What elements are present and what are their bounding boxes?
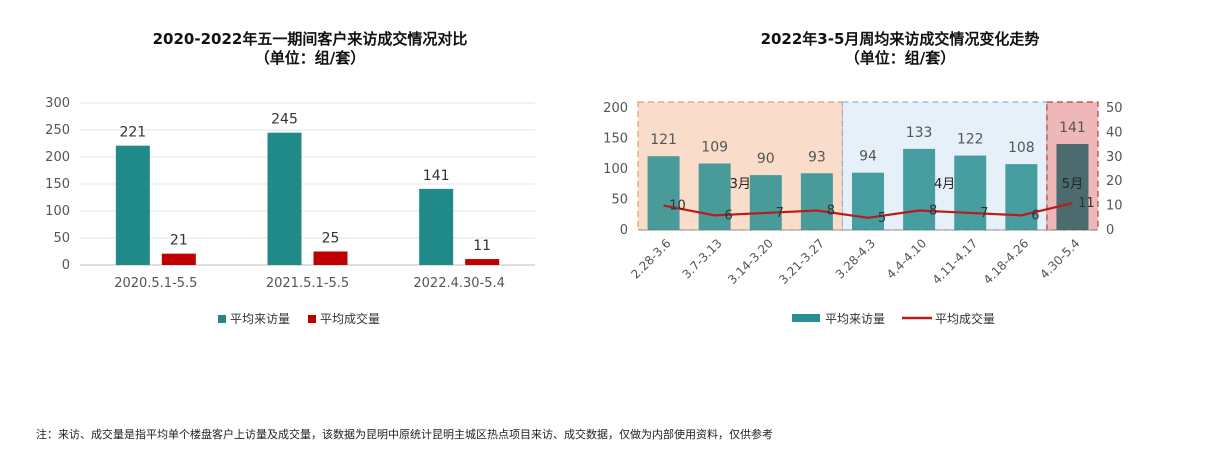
line-data-label: 6 <box>1031 208 1039 223</box>
legend-swatch <box>308 315 316 323</box>
y-left-tick-label: 150 <box>603 132 628 147</box>
data-label: 245 <box>271 112 298 128</box>
y-tick-label: 300 <box>45 96 70 111</box>
y-tick-label: 250 <box>45 123 70 138</box>
chart2-subtitle: （单位：组/套） <box>844 49 956 67</box>
bar-visits <box>1056 143 1089 230</box>
x-tick-label: 3.21-3.27 <box>776 236 827 287</box>
data-label: 21 <box>170 233 188 249</box>
bar-visits <box>419 188 454 265</box>
data-label: 141 <box>423 168 450 184</box>
legend-label: 平均来访量 <box>230 312 290 326</box>
y-tick-label: 150 <box>45 177 70 192</box>
bar-visits <box>954 155 987 230</box>
line-deals <box>663 202 1073 219</box>
chart1-subtitle: （单位：组/套） <box>254 49 366 67</box>
x-tick-label: 4.4-4.10 <box>884 236 929 281</box>
line-data-label: 11 <box>1078 196 1095 211</box>
chart2-svg: 0 50 100 150 200 0 10 20 30 40 50 121 109 90 93 94 133 12… <box>603 101 1123 326</box>
y-tick-label: 50 <box>53 231 70 246</box>
legend-label: 平均成交量 <box>935 311 995 326</box>
line-data-label: 6 <box>725 208 733 223</box>
bar-visits <box>115 145 150 265</box>
bar-visits <box>903 148 936 230</box>
y-right-tick-label: 50 <box>1106 101 1123 116</box>
chart2-title: 2022年3-5月周均来访成交情况变化走势 （单位：组/套） <box>690 30 1110 68</box>
legend-swatch-bar <box>792 314 820 322</box>
y-left-tick-label: 100 <box>603 162 628 177</box>
footnote: 注：来访、成交量是指平均单个楼盘客户上访量及成交量，该数据为昆明中原统计昆明主城… <box>36 428 773 441</box>
bar-deals <box>465 259 500 265</box>
bar-data-label: 93 <box>808 149 826 165</box>
bar-data-label: 122 <box>957 132 984 148</box>
bar-deals <box>313 251 348 265</box>
y-tick-label: 0 <box>62 258 70 273</box>
chart1-title-text: 2020-2022年五一期间客户来访成交情况对比 <box>152 30 468 48</box>
x-tick-label: 4.30-5.4 <box>1037 236 1082 281</box>
y-right-tick-label: 0 <box>1106 223 1114 238</box>
period-label: 4月 <box>934 177 955 192</box>
bar-visits <box>800 173 833 230</box>
chart1-title: 2020-2022年五一期间客户来访成交情况对比 （单位：组/套） <box>100 30 520 68</box>
line-data-label: 8 <box>827 203 835 218</box>
x-tick-label: 2022.4.30-5.4 <box>413 276 505 291</box>
x-tick-label: 3.28-4.3 <box>833 236 878 281</box>
y-right-tick-label: 40 <box>1106 125 1123 140</box>
y-right-tick-label: 10 <box>1106 199 1123 214</box>
x-tick-label: 4.11-4.17 <box>930 236 981 287</box>
bar-visits <box>1005 164 1038 230</box>
y-left-tick-label: 200 <box>603 101 628 116</box>
period-label: 3月 <box>730 177 751 192</box>
line-data-label: 7 <box>776 206 784 221</box>
y-right-tick-label: 20 <box>1106 174 1123 189</box>
y-left-tick-label: 50 <box>611 193 628 208</box>
x-tick-label: 3.7-3.13 <box>679 236 724 281</box>
legend-swatch <box>218 315 226 323</box>
data-label: 11 <box>473 238 491 254</box>
chart1-svg: 0 50 100 150 200 250 300 221 21 2020.5.1-5.5 245 25… <box>45 96 535 326</box>
bar-visits <box>267 132 302 265</box>
y-right-tick-label: 30 <box>1106 150 1123 165</box>
bar-data-label: 109 <box>701 140 728 156</box>
bar-data-label: 90 <box>757 151 775 167</box>
y-tick-label: 100 <box>45 204 70 219</box>
bar-data-label: 141 <box>1059 120 1086 136</box>
x-tick-label: 2021.5.1-5.5 <box>266 276 349 291</box>
x-tick-label: 2.28-3.6 <box>628 236 673 281</box>
bar-visits <box>852 172 884 230</box>
y-left-tick-label: 0 <box>620 223 628 238</box>
data-label: 25 <box>322 231 340 247</box>
bar-data-label: 108 <box>1008 140 1035 156</box>
bar-data-label: 94 <box>859 149 877 165</box>
x-tick-label: 2020.5.1-5.5 <box>114 276 197 291</box>
line-data-label: 5 <box>878 211 886 226</box>
bar-data-label: 121 <box>650 132 677 148</box>
line-data-label: 8 <box>929 203 937 218</box>
line-data-label: 10 <box>669 199 686 214</box>
bar-visits <box>749 175 782 230</box>
bar-visits <box>647 156 680 230</box>
bar-deals <box>161 253 196 265</box>
y-tick-label: 200 <box>45 150 70 165</box>
bar-data-label: 133 <box>906 125 933 141</box>
x-tick-label: 3.14-3.20 <box>725 236 776 287</box>
legend-label: 平均来访量 <box>825 312 885 326</box>
bar-visits <box>698 163 731 230</box>
legend-label: 平均成交量 <box>320 311 380 326</box>
x-tick-label: 4.18-4.26 <box>981 236 1032 287</box>
data-label: 221 <box>119 125 146 141</box>
line-data-label: 7 <box>980 206 988 221</box>
chart2-title-text: 2022年3-5月周均来访成交情况变化走势 <box>760 30 1040 48</box>
period-label: 5月 <box>1062 177 1083 192</box>
